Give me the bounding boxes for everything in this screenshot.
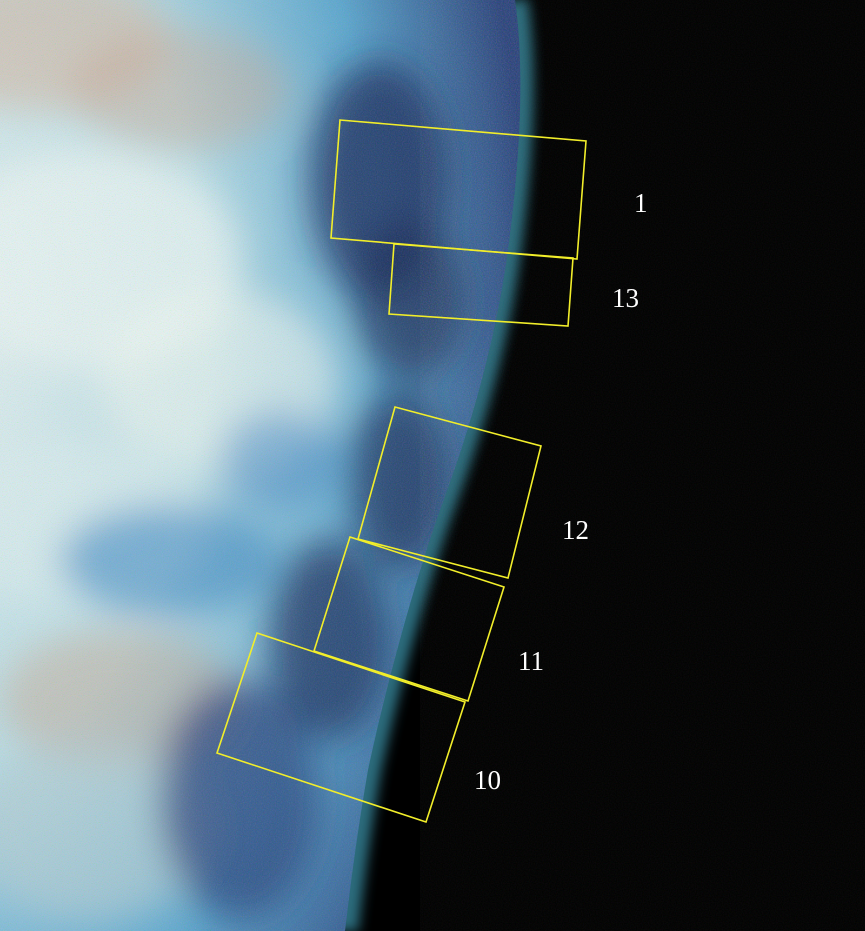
- region-box-11: [312, 535, 506, 703]
- region-label-12: 12: [562, 515, 589, 545]
- region-overlays: 1 13 12 11 10: [215, 119, 648, 824]
- region-box-1: [330, 119, 587, 260]
- space-noise: [420, 0, 865, 931]
- region-label-1: 1: [634, 188, 648, 218]
- region-label-11: 11: [518, 646, 544, 676]
- region-box-10: [215, 631, 467, 824]
- region-label-10: 10: [474, 765, 501, 795]
- region-box-12: [357, 406, 542, 579]
- planet-disk: [0, 0, 521, 931]
- region-box-13: [388, 243, 574, 327]
- region-label-13: 13: [612, 283, 639, 313]
